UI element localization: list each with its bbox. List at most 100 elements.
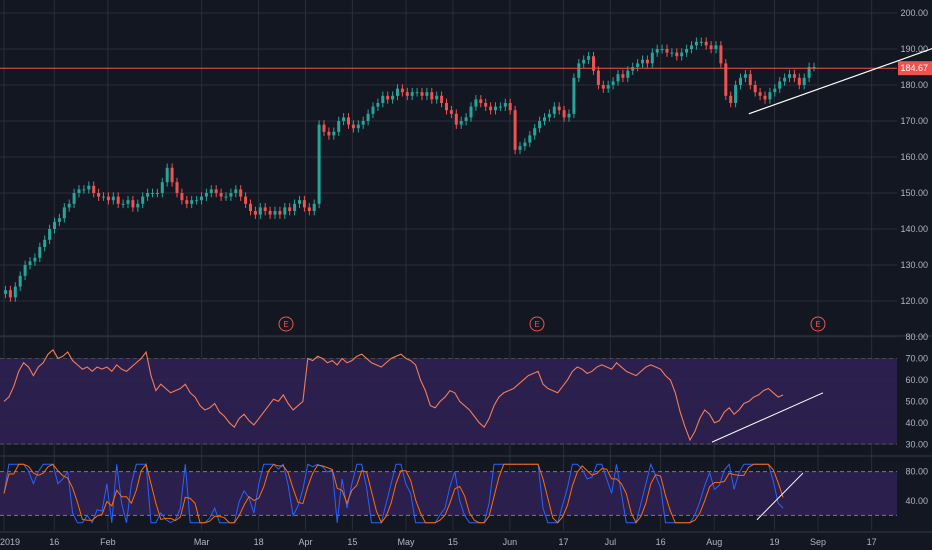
candle-body bbox=[464, 117, 468, 121]
candle-body bbox=[391, 95, 395, 100]
candle-body bbox=[371, 106, 375, 114]
candle-body bbox=[734, 85, 738, 103]
price-trendline bbox=[748, 48, 932, 115]
candle-body bbox=[543, 117, 546, 121]
candle-body bbox=[38, 247, 42, 258]
price-tick-label: 160.00 bbox=[900, 152, 928, 162]
candle-body bbox=[405, 92, 409, 96]
candle-body bbox=[62, 207, 66, 219]
candle-body bbox=[641, 59, 644, 64]
candle-body bbox=[807, 67, 811, 78]
earnings-marker-icon bbox=[278, 316, 294, 332]
candle-body bbox=[665, 49, 669, 53]
candle-body bbox=[685, 49, 689, 53]
x-tick-label: Mar bbox=[194, 537, 210, 547]
x-tick-label: Sep bbox=[810, 537, 826, 547]
candle-body bbox=[763, 95, 767, 100]
candle-body bbox=[293, 203, 297, 211]
candle-body bbox=[234, 189, 238, 193]
stoch-d-line bbox=[3, 463, 784, 524]
price-tick-label: 180.00 bbox=[900, 80, 928, 90]
candle-body bbox=[449, 110, 453, 114]
candle-body bbox=[753, 85, 757, 93]
candle-body bbox=[611, 81, 615, 85]
candle-body bbox=[425, 92, 429, 96]
candle-body bbox=[381, 95, 385, 103]
candle-body bbox=[699, 41, 703, 43]
candle-body bbox=[508, 103, 512, 111]
price-tick-label: 140.00 bbox=[900, 224, 928, 234]
candle-body bbox=[778, 81, 782, 89]
candle-body bbox=[4, 290, 7, 294]
candle-body bbox=[420, 92, 424, 96]
candle-body bbox=[675, 52, 679, 57]
candle-body bbox=[454, 113, 458, 125]
candle-body bbox=[190, 200, 194, 204]
candle-body bbox=[714, 45, 718, 49]
candle-body bbox=[533, 128, 537, 136]
candle-body bbox=[23, 265, 27, 276]
x-tick-label: 15 bbox=[347, 537, 357, 547]
x-tick-label: 18 bbox=[254, 537, 264, 547]
candle-body bbox=[797, 77, 801, 85]
candle-body bbox=[474, 99, 478, 107]
candle-body bbox=[258, 207, 262, 215]
earnings-marker-icon bbox=[529, 316, 545, 332]
candle-body bbox=[557, 106, 561, 111]
x-tick-label: 2019 bbox=[0, 537, 20, 547]
rsi-tick-label: 50.00 bbox=[905, 396, 928, 406]
x-tick-label: Apr bbox=[298, 537, 312, 547]
candle-body bbox=[283, 207, 287, 215]
candle-body bbox=[332, 131, 336, 136]
candle-body bbox=[302, 200, 306, 208]
candle-body bbox=[479, 99, 483, 103]
candle-body bbox=[650, 52, 654, 64]
candle-body bbox=[278, 211, 282, 215]
candle-body bbox=[503, 103, 507, 107]
candle-body bbox=[783, 77, 787, 82]
x-tick-label: 19 bbox=[769, 537, 779, 547]
candle-body bbox=[690, 45, 693, 49]
candle-body bbox=[102, 196, 105, 198]
rsi-tick-label: 60.00 bbox=[905, 375, 928, 385]
candle-body bbox=[538, 121, 542, 129]
rsi-trendline bbox=[711, 392, 824, 443]
x-tick-label: 16 bbox=[656, 537, 666, 547]
candle-body bbox=[724, 63, 728, 96]
price-tick-label: 150.00 bbox=[900, 188, 928, 198]
candle-body bbox=[136, 203, 140, 208]
candle-body bbox=[92, 185, 96, 193]
candle-body bbox=[680, 52, 684, 57]
price-tick-label: 190.00 bbox=[900, 44, 928, 54]
candle-body bbox=[170, 167, 174, 183]
candle-body bbox=[802, 77, 806, 85]
candle-body bbox=[146, 193, 150, 197]
stoch-k-line bbox=[3, 462, 784, 524]
candle-body bbox=[53, 221, 56, 229]
candle-body bbox=[729, 95, 733, 103]
candle-body bbox=[445, 103, 448, 111]
candle-body bbox=[219, 193, 223, 197]
candle-body bbox=[337, 121, 341, 132]
candle-body bbox=[72, 193, 76, 204]
candle-body bbox=[204, 193, 208, 197]
candle-body bbox=[489, 106, 493, 111]
candle-body bbox=[523, 142, 527, 147]
candle-body bbox=[195, 200, 199, 202]
rsi-line bbox=[3, 349, 784, 442]
candle-body bbox=[111, 196, 115, 201]
candle-body bbox=[636, 63, 640, 67]
candle-body bbox=[528, 135, 532, 143]
x-tick-label: 17 bbox=[867, 537, 877, 547]
candle-body bbox=[430, 92, 434, 100]
candle-body bbox=[351, 124, 355, 129]
x-tick-label: 17 bbox=[558, 537, 568, 547]
last-price-label-bg bbox=[898, 61, 932, 76]
candle-body bbox=[743, 74, 747, 78]
candle-body bbox=[185, 200, 189, 204]
candle-body bbox=[57, 218, 61, 222]
candle-body bbox=[141, 196, 145, 204]
candle-body bbox=[616, 74, 620, 82]
